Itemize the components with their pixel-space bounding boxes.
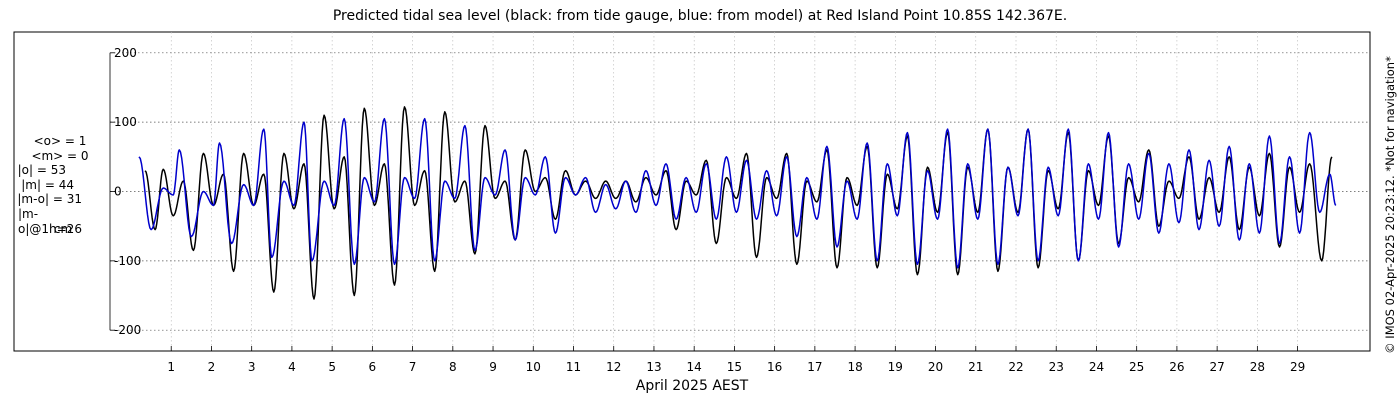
grid <box>110 32 1370 351</box>
x-tick-label: 16 <box>767 360 782 374</box>
y-tick-label: 200 <box>114 46 137 60</box>
gauge-series-line <box>144 106 1333 300</box>
x-tick-label: 13 <box>646 360 661 374</box>
stat-line: |m-o| = 31 <box>17 192 82 207</box>
copyright-notice: © IMOS 02-Apr-2025 20:23:12. *Not for na… <box>1380 20 1400 390</box>
model-series-line <box>138 117 1337 269</box>
x-tick-label: 3 <box>248 360 256 374</box>
x-tick-label: 27 <box>1209 360 1224 374</box>
copyright-text: © IMOS 02-Apr-2025 20:23:12. *Not for na… <box>1383 56 1397 354</box>
x-tick-label: 11 <box>566 360 581 374</box>
x-tick-label: 9 <box>489 360 497 374</box>
x-tick-label: 10 <box>526 360 541 374</box>
x-tick-label: 4 <box>288 360 296 374</box>
y-tick-label: -100 <box>114 254 141 268</box>
x-tick-label: 2 <box>208 360 216 374</box>
x-tick-label: 25 <box>1129 360 1144 374</box>
y-tick-label: 0 <box>114 185 122 199</box>
x-axis-label: April 2025 AEST <box>636 378 749 394</box>
stat-line: |m| = 44 <box>21 177 74 192</box>
x-tick-label: 14 <box>687 360 702 374</box>
x-tick-label: 6 <box>369 360 377 374</box>
y-tick-label: 100 <box>114 115 137 129</box>
x-tick-label: 26 <box>1169 360 1184 374</box>
x-tick-label: 24 <box>1089 360 1104 374</box>
x-tick-label: 28 <box>1250 360 1265 374</box>
series-layer <box>138 106 1337 300</box>
x-tick-label: 12 <box>606 360 621 374</box>
x-tick-label: 20 <box>928 360 943 374</box>
x-tick-label: 19 <box>888 360 903 374</box>
statistics-panel: <o> = 1 <m> = 0 |o| = 53 |m| = 44 |m-o| = 31… <box>0 134 110 236</box>
x-tick-label: 1 <box>167 360 175 374</box>
x-tick-label: 22 <box>1008 360 1023 374</box>
x-tick-label: 15 <box>727 360 742 374</box>
stat-line: |o| = 53 <box>17 163 66 178</box>
x-tick-label: 23 <box>1049 360 1064 374</box>
stat-line: |m-o|@1h=26 <box>18 206 82 236</box>
stat-line: cm <box>53 221 73 236</box>
axes <box>109 52 1298 351</box>
tick-labels: 1 2 3 4 5 6 7 8 9 10 11 12 13 14 15 16 17 18 19 20 21 22 23 24 2… <box>114 46 1305 374</box>
stat-line: <m> = 0 <box>31 148 89 163</box>
x-tick-label: 21 <box>968 360 983 374</box>
y-tick-label: -200 <box>114 323 141 337</box>
x-tick-label: 5 <box>328 360 336 374</box>
stat-line: <o> = 1 <box>33 134 87 148</box>
x-tick-label: 17 <box>807 360 822 374</box>
x-tick-label: 29 <box>1290 360 1305 374</box>
x-tick-label: 18 <box>847 360 862 374</box>
x-tick-label: 7 <box>409 360 417 374</box>
x-tick-label: 8 <box>449 360 457 374</box>
chart-title: Predicted tidal sea level (black: from t… <box>332 8 1068 24</box>
